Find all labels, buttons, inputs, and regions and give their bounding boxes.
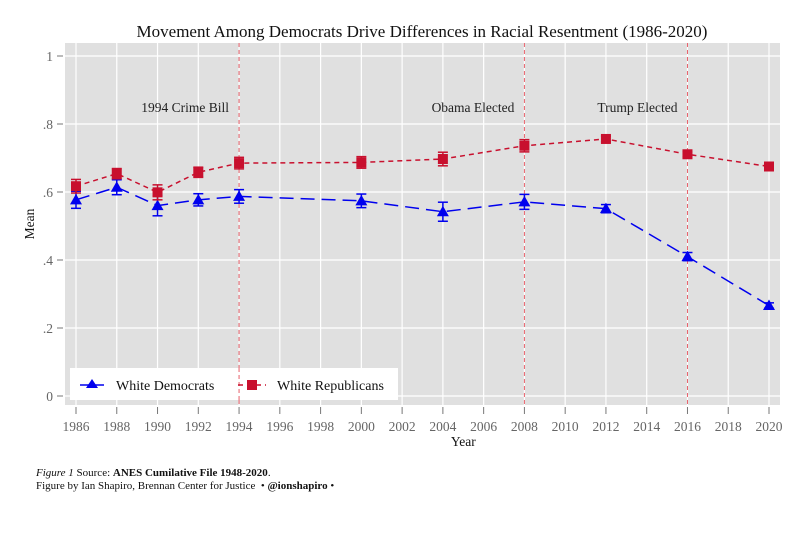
- series-line: [75, 186, 770, 307]
- data-point-triangle: [763, 299, 775, 311]
- data-point-triangle: [233, 190, 246, 201]
- y-axis-title: Mean: [22, 208, 37, 239]
- source-name: ANES Cumilative File 1948-2020: [112, 467, 268, 479]
- twitter-handle: @ionshapiro: [267, 480, 328, 492]
- x-tick-label: 2012: [592, 419, 619, 434]
- x-tick-label: 2010: [552, 419, 579, 434]
- x-tick-label: 2008: [511, 419, 538, 434]
- data-point-square: [437, 154, 448, 165]
- x-tick-label: 2004: [429, 419, 456, 434]
- x-axis-title: Year: [451, 434, 476, 449]
- data-point-triangle: [70, 193, 82, 205]
- data-point-triangle: [355, 194, 368, 206]
- x-tick-label: 1994: [226, 419, 253, 434]
- plot-background: [65, 43, 780, 405]
- figure-caption: Figure 1 Source: ANES Cumilative File 19…: [36, 467, 334, 493]
- source-prefix: Source:: [73, 467, 113, 479]
- reference-lines: [238, 43, 688, 405]
- data-point-square: [682, 149, 693, 160]
- axes: 1986 1988 1990 1992 1994 1996 1998 2000 2002 2004…: [43, 49, 783, 434]
- y-tick-label: .4: [43, 253, 53, 268]
- y-tick-label: .6: [43, 185, 53, 200]
- legend: White Democrats White Republicans: [70, 368, 398, 400]
- legend-label: White Republicans: [277, 379, 384, 394]
- annotation-label: Trump Elected: [597, 100, 677, 115]
- x-tick-label: 1988: [103, 419, 130, 434]
- annotation-label: 1994 Crime Bill: [141, 100, 229, 115]
- y-tick-label: 1: [46, 49, 53, 64]
- x-tick-label: 2002: [389, 419, 416, 434]
- series-layer: [70, 133, 775, 311]
- source-line: Figure 1 Source: ANES Cumilative File 19…: [36, 467, 334, 480]
- legend-marker-triangle: [86, 379, 98, 388]
- data-point-triangle: [110, 181, 123, 192]
- x-tick-label: 2014: [633, 419, 660, 434]
- x-tick-label: 1996: [266, 419, 293, 434]
- legend-box: [70, 368, 398, 400]
- data-point-square: [764, 161, 774, 172]
- data-point-triangle: [518, 195, 531, 207]
- x-tick-label: 2000: [348, 419, 375, 434]
- legend-marker-square: [247, 380, 257, 390]
- y-tick-label: 0: [46, 389, 53, 404]
- data-point-square: [356, 157, 367, 168]
- data-point-triangle: [681, 250, 694, 262]
- credit-line: Figure by Ian Shapiro, Brennan Center fo…: [36, 480, 334, 493]
- data-point-triangle: [151, 199, 164, 211]
- legend-label: White Democrats: [116, 379, 214, 394]
- grid: [65, 43, 780, 405]
- x-tick-label: 1990: [144, 419, 171, 434]
- x-tick-label: 1986: [63, 419, 90, 434]
- y-tick-label: .2: [43, 321, 53, 336]
- data-point-square: [71, 181, 81, 192]
- annotations: 1994 Crime Bill Obama Elected Trump Electe…: [141, 100, 677, 115]
- y-tick-label: .8: [43, 117, 53, 132]
- annotation-label: Obama Elected: [432, 100, 515, 115]
- data-point-square: [111, 168, 122, 179]
- x-tick-label: 1998: [307, 419, 334, 434]
- figure-label: Figure 1: [36, 467, 74, 479]
- series-white-republicans: [71, 133, 774, 201]
- data-point-square: [519, 140, 530, 151]
- credit-text: Figure by Ian Shapiro, Brennan Center fo…: [36, 480, 268, 492]
- data-point-square: [193, 167, 204, 178]
- data-point-square: [152, 187, 163, 198]
- data-point-triangle: [436, 205, 449, 217]
- data-point-triangle: [599, 202, 612, 214]
- data-point-square: [234, 158, 245, 169]
- x-tick-label: 2016: [674, 419, 701, 434]
- x-tick-label: 2006: [470, 419, 497, 434]
- data-point-square: [600, 133, 611, 144]
- x-tick-label: 2020: [756, 419, 783, 434]
- data-point-triangle: [192, 193, 205, 205]
- handle-suffix: •: [327, 480, 335, 492]
- source-suffix: .: [267, 467, 271, 479]
- x-tick-label: 1992: [185, 419, 212, 434]
- x-tick-label: 2018: [715, 419, 742, 434]
- chart-title: Movement Among Democrats Drive Differenc…: [137, 22, 708, 41]
